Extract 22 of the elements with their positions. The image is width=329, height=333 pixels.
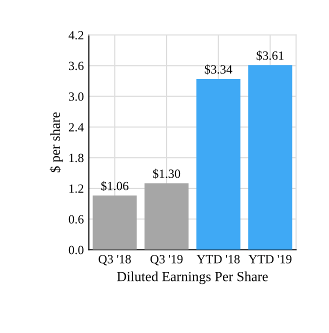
data-label: $3.34 — [204, 64, 232, 74]
bar — [92, 196, 137, 250]
data-label: $1.06 — [101, 181, 128, 192]
bar — [248, 65, 292, 250]
bar — [144, 183, 189, 250]
data-label: $3.61 — [256, 50, 284, 61]
x-tick-label: YTD '18 — [196, 254, 240, 264]
y-tick-label: 4.2 — [68, 31, 84, 40]
x-axis-title: Diluted Earnings Per Share — [117, 272, 268, 284]
y-tick-label: 0.0 — [68, 246, 84, 254]
y-tick-label: 3.6 — [68, 62, 84, 70]
y-axis-title: $ per share — [50, 112, 63, 172]
data-label: $1.30 — [153, 168, 180, 179]
x-tick-label: YTD '19 — [248, 255, 292, 264]
y-tick-label: 2.4 — [68, 123, 84, 132]
y-tick-label: 1.8 — [69, 154, 84, 162]
y-tick-label: 1.2 — [69, 184, 84, 193]
bar — [196, 78, 240, 250]
y-tick-label: 3.0 — [68, 92, 84, 101]
y-tick-label: 0.6 — [68, 215, 84, 224]
x-tick-label: Q3 '18 — [98, 254, 131, 266]
x-tick-label: Q3 '19 — [150, 255, 183, 266]
